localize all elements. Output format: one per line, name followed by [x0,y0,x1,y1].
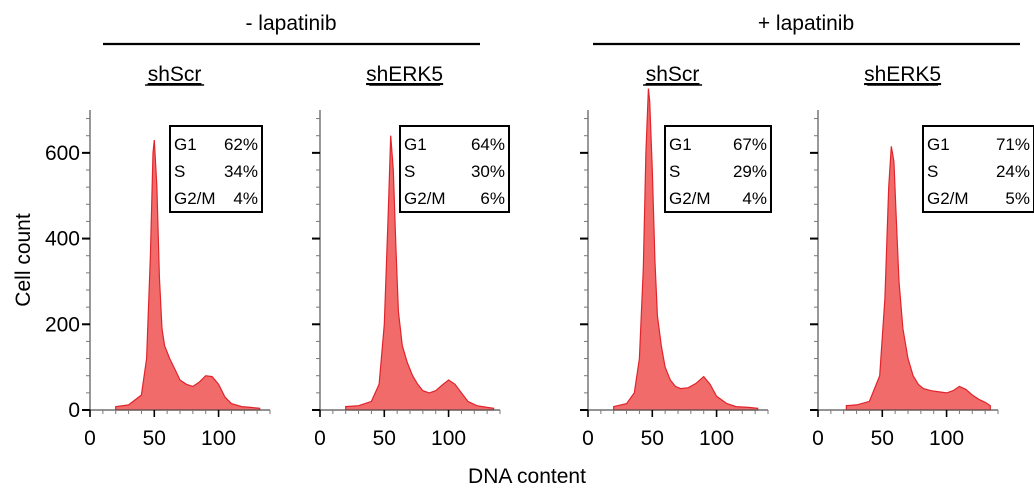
histogram-panel: shScr 0 50 100 G1 67% S 29% G2/M 4% [580,63,772,450]
y-tick-label: 400 [45,228,80,251]
x-tick-label: 100 [431,427,466,450]
phase-percent: 6% [480,189,505,208]
group-label: + lapatinib [758,12,854,35]
panel-title: shScr [148,63,202,86]
x-tick-label: 50 [373,427,396,450]
phase-percent: 29% [733,162,767,181]
x-tick-label: 50 [641,427,664,450]
phase-box [399,125,510,213]
panel-title: shERK5 [366,63,443,86]
x-tick-label: 0 [582,427,594,450]
histogram-panel: shERK5 0 50 100 G1 71% S 24% G2/M 5% [810,63,1034,450]
phase-percent: 71% [996,135,1030,154]
histogram-panel: shScr 0 200 400 600 0 50 100 G1 62% S 34% G2/M 4% [45,63,271,450]
x-tick-label: 50 [871,427,894,450]
phase-percent: 67% [733,135,767,154]
histogram-area [845,146,991,411]
phase-percent: 4% [233,189,258,208]
phase-label: G1 [404,135,427,154]
panel-title: shERK5 [864,63,941,86]
x-tick-label: 0 [812,427,824,450]
phase-label: G1 [669,135,692,154]
phase-percent: 34% [224,162,258,181]
phase-label: S [927,162,938,181]
phase-label: G2/M [927,189,969,208]
phase-label: S [669,162,680,181]
phase-percent: 24% [996,162,1030,181]
phase-percent: 4% [742,189,767,208]
group-label: - lapatinib [245,12,336,35]
histogram-area [613,88,759,411]
phase-percent: 30% [471,162,505,181]
phase-label: G2/M [669,189,711,208]
phase-label: S [174,162,185,181]
x-tick-label: 0 [84,427,96,450]
phase-label: G2/M [174,189,216,208]
phase-label: S [404,162,415,181]
y-tick-label: 600 [45,142,80,165]
phase-percent: 5% [1005,189,1030,208]
histogram-panel: shERK5 0 50 100 G1 64% S 30% G2/M 6% [312,63,510,450]
phase-label: G1 [174,135,197,154]
x-tick-label: 100 [699,427,734,450]
histogram-area [115,139,261,411]
y-axis-label: Cell count [12,213,35,307]
x-axis-label: DNA content [468,465,586,488]
phase-box [664,125,772,213]
phase-percent: 62% [224,135,258,154]
histogram-area [345,135,495,411]
phase-box [922,125,1034,213]
phase-box [169,125,263,213]
x-tick-label: 100 [201,427,236,450]
phase-label: G1 [927,135,950,154]
x-tick-label: 50 [143,427,166,450]
phase-label: G2/M [404,189,446,208]
phase-percent: 64% [471,135,505,154]
y-tick-label: 0 [68,399,80,422]
y-tick-label: 200 [45,313,80,336]
panel-title: shScr [646,63,700,86]
x-tick-label: 100 [929,427,964,450]
x-tick-label: 0 [314,427,326,450]
